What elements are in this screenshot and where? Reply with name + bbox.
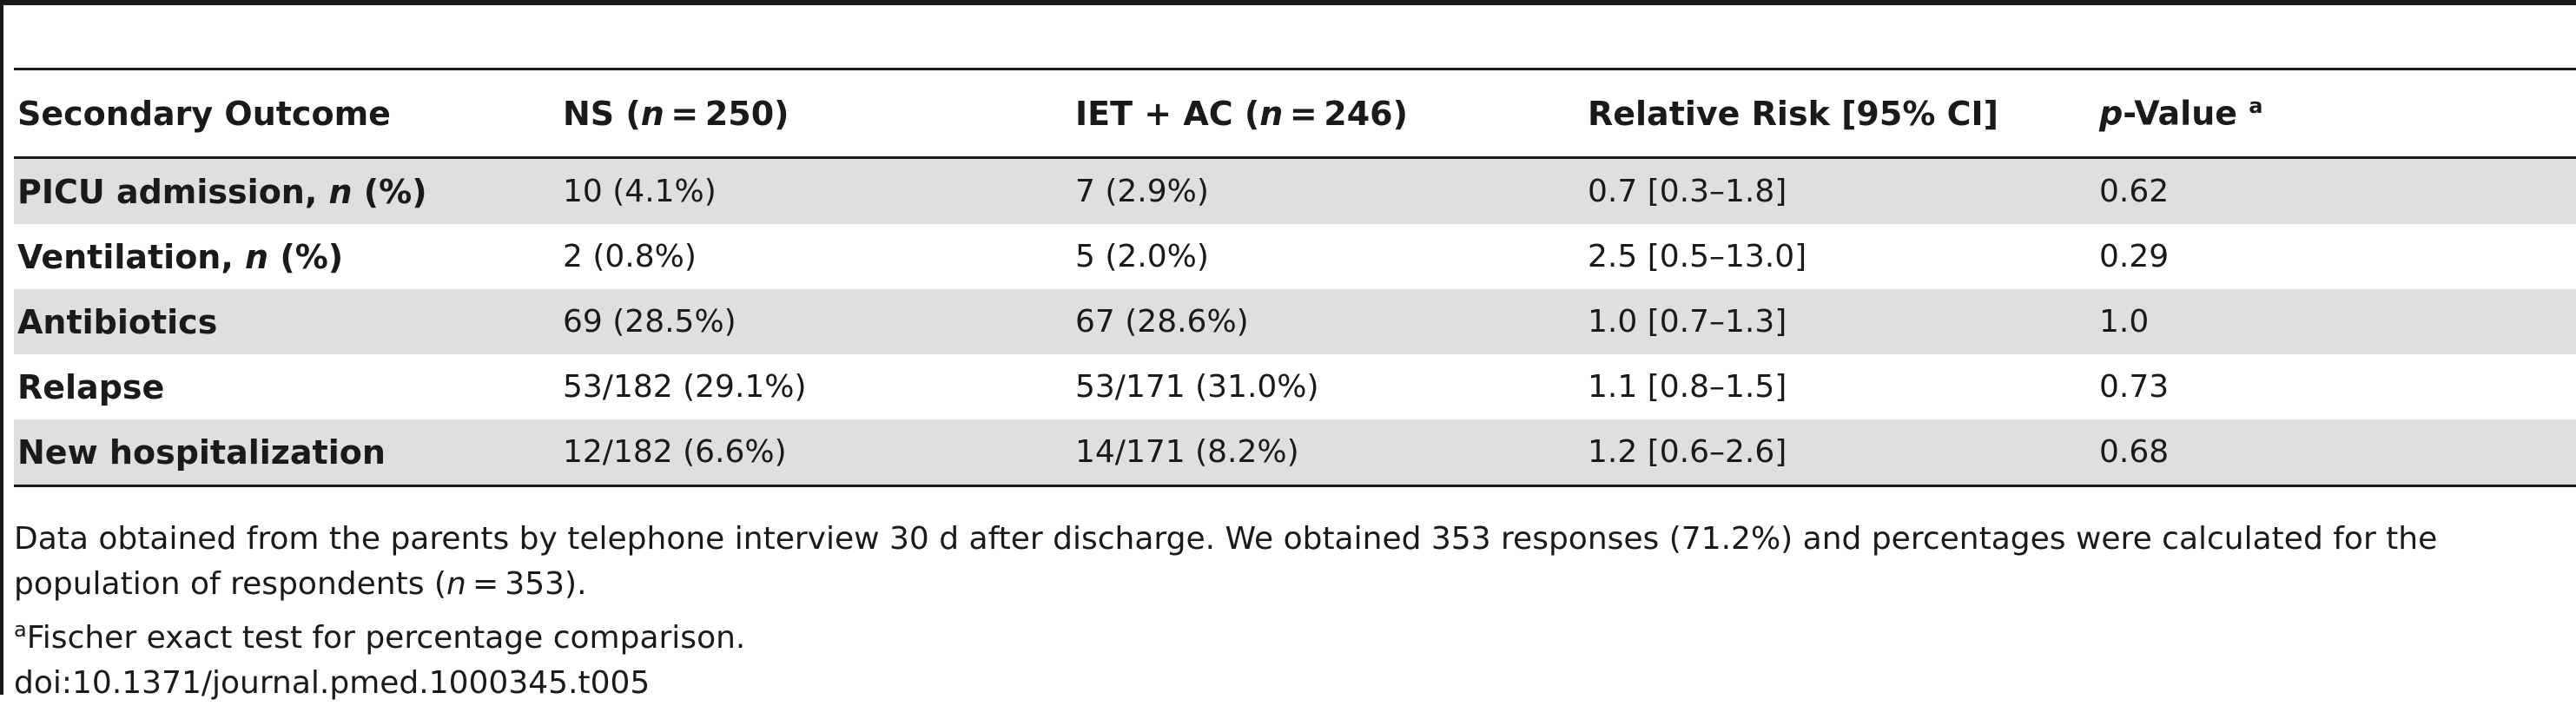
footnote-fischer-test: aFischer exact test for percentage compa… [14,617,746,656]
table-row: PICU admission, n (%) 10 (4.1%) 7 (2.9%)… [14,157,2576,224]
table-row: Ventilation, n (%) 2 (0.8%) 5 (2.0%) 2.5… [14,224,2576,289]
row-label: Ventilation, n (%) [17,237,344,276]
header-ns: NS (n = 250) [563,94,789,133]
cell-iet-ac: 14/171 (8.2%) [1075,434,1299,470]
header-relative-risk: Relative Risk [95% CI] [1588,94,1999,133]
secondary-outcomes-table: Secondary Outcome NS (n = 250) IET + AC … [14,68,2576,487]
cell-iet-ac: 5 (2.0%) [1075,239,1209,274]
results-table-container: Secondary Outcome NS (n = 250) IET + AC … [14,68,2576,487]
left-rule [0,0,3,695]
cell-p-value: 1.0 [2099,304,2150,340]
table-row: Antibiotics 69 (28.5%) 67 (28.6%) 1.0 [0… [14,289,2576,354]
top-rule [0,0,2576,5]
cell-ns: 69 (28.5%) [563,304,736,340]
cell-iet-ac: 67 (28.6%) [1075,304,1249,340]
header-iet-ac: IET + AC (n = 246) [1075,94,1408,133]
table-footnotes: Data obtained from the parents by teleph… [14,517,2572,706]
cell-p-value: 0.29 [2099,239,2170,274]
cell-relative-risk: 1.2 [0.6–2.6] [1588,434,1787,470]
cell-p-value: 0.62 [2099,174,2170,209]
table-header: Secondary Outcome NS (n = 250) IET + AC … [14,69,2576,158]
cell-ns: 10 (4.1%) [563,174,717,209]
cell-p-value: 0.68 [2099,434,2170,470]
cell-iet-ac: 7 (2.9%) [1075,174,1209,209]
cell-relative-risk: 1.1 [0.8–1.5] [1588,369,1787,405]
row-label: Relapse [17,367,165,406]
header-p-value: p-Value a [2099,94,2263,133]
footnote-doi: doi:10.1371/journal.pmed.1000345.t005 [14,665,651,701]
cell-relative-risk: 0.7 [0.3–1.8] [1588,174,1787,209]
header-row: Secondary Outcome NS (n = 250) IET + AC … [14,69,2576,158]
cell-relative-risk: 2.5 [0.5–13.0] [1588,239,1807,274]
cell-iet-ac: 53/171 (31.0%) [1075,369,1319,405]
cell-ns: 53/182 (29.1%) [563,369,807,405]
cell-ns: 2 (0.8%) [563,239,697,274]
cell-ns: 12/182 (6.6%) [563,434,787,470]
footnote-data-source: Data obtained from the parents by teleph… [14,521,2438,602]
row-label: PICU admission, n (%) [17,172,427,211]
cell-p-value: 0.73 [2099,369,2170,405]
row-label: New hospitalization [17,432,386,472]
header-outcome: Secondary Outcome [17,94,391,133]
table-body: PICU admission, n (%) 10 (4.1%) 7 (2.9%)… [14,157,2576,486]
table-row: New hospitalization 12/182 (6.6%) 14/171… [14,419,2576,486]
table-row: Relapse 53/182 (29.1%) 53/171 (31.0%) 1.… [14,354,2576,419]
row-label: Antibiotics [17,302,218,341]
cell-relative-risk: 1.0 [0.7–1.3] [1588,304,1787,340]
